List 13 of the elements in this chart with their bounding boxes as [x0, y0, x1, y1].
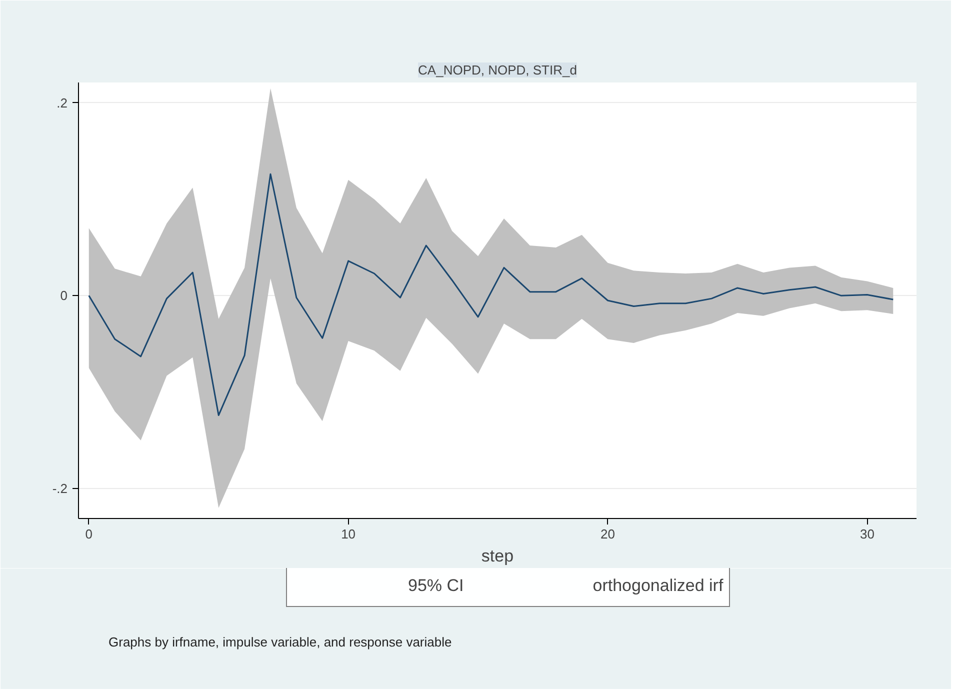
text: Graphs by irfname, impulse variable, and response variable	[108, 634, 452, 650]
text: orthogonalized irf	[592, 576, 724, 596]
x-tick-label: 20	[600, 526, 615, 542]
y-tick-label: -.2	[52, 481, 68, 496]
line-series	[88, 173, 894, 416]
x-tick-label: 30	[860, 526, 874, 542]
x-axis-title: step	[481, 546, 514, 566]
chart-title: CA_NOPD, NOPD, STIR_d	[418, 62, 577, 78]
x-tick-label: 10	[341, 526, 356, 542]
text: 95% CI	[408, 576, 464, 596]
y-tick-label: .2	[56, 95, 68, 110]
y-tick-label: 0	[60, 288, 68, 304]
x-tick-label: 0	[85, 526, 92, 542]
